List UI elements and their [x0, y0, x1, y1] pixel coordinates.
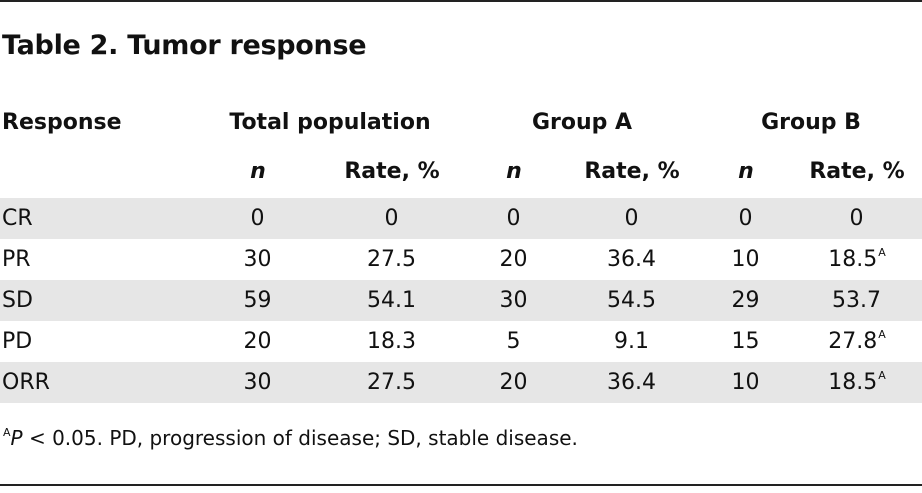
table-cell: 54.5	[564, 280, 700, 321]
table-cell: 27.5	[320, 362, 464, 403]
table-cell: 53.7	[792, 280, 922, 321]
table-cell: 36.4	[607, 246, 656, 272]
header-row-groups: Response Total population Group A Group …	[0, 100, 922, 146]
table-cell: 18.5A	[792, 362, 922, 403]
footnote-p-symbol: P	[10, 426, 23, 450]
table-cell: 30	[464, 280, 564, 321]
group-header-b: Group B	[761, 110, 861, 135]
table-cell: 20	[464, 362, 564, 403]
table-cell: 27.5	[367, 246, 416, 272]
table-title: Table 2. Tumor response	[2, 30, 367, 61]
table-row: PD 20 18.3 5 9.1 15 27.8A	[0, 321, 922, 362]
table-cell: 15	[731, 328, 760, 354]
table-cell: 27.8A	[828, 327, 886, 354]
column-header-rate: Rate, %	[809, 159, 905, 184]
table-cell: 18.3	[367, 328, 416, 354]
table-cell: 36.4	[564, 362, 700, 403]
footnote-marker: A	[3, 426, 11, 439]
table-cell: 59	[196, 280, 320, 321]
row-label: PD	[2, 328, 33, 354]
column-header-n: n	[738, 159, 754, 184]
table-cell: 20	[499, 246, 528, 272]
row-label: ORR	[0, 362, 196, 403]
table-cell: 30	[196, 362, 320, 403]
table-cell: 9.1	[614, 328, 649, 354]
column-header-empty	[0, 146, 196, 198]
header-row-subcolumns: n Rate, % n Rate, % n Rate, %	[0, 146, 922, 198]
table-cell: 0	[464, 198, 564, 239]
tumor-response-table: Response Total population Group A Group …	[0, 100, 922, 403]
table-cell: 5	[506, 328, 521, 354]
column-header-n: n	[250, 159, 266, 184]
table-row: CR 0 0 0 0 0 0	[0, 198, 922, 239]
table-cell: 0	[320, 198, 464, 239]
table-cell: 18.5A	[828, 245, 886, 272]
column-header-response: Response	[2, 110, 122, 135]
table-row: ORR 30 27.5 20 36.4 10 18.5A	[0, 362, 922, 403]
row-label: SD	[0, 280, 196, 321]
top-rule	[0, 0, 922, 2]
table-cell: 29	[700, 280, 792, 321]
table-cell: 0	[700, 198, 792, 239]
column-header-rate: Rate, %	[584, 159, 680, 184]
bottom-rule	[0, 484, 922, 486]
row-label: PR	[2, 246, 31, 272]
table-row: SD 59 54.1 30 54.5 29 53.7	[0, 280, 922, 321]
table-row: PR 30 27.5 20 36.4 10 18.5A	[0, 239, 922, 280]
table-footnote: AP < 0.05. PD, progression of disease; S…	[2, 426, 578, 450]
row-label: CR	[0, 198, 196, 239]
table-cell: 30	[243, 246, 272, 272]
column-header-rate: Rate, %	[344, 159, 440, 184]
table-cell: 0	[196, 198, 320, 239]
group-header-total: Total population	[229, 110, 431, 135]
table-cell: 54.1	[320, 280, 464, 321]
table-cell: 0	[564, 198, 700, 239]
table-cell: 20	[243, 328, 272, 354]
column-header-n: n	[506, 159, 522, 184]
group-header-a: Group A	[531, 110, 633, 135]
table-cell: 0	[792, 198, 922, 239]
footnote-text: < 0.05. PD, progression of disease; SD, …	[22, 426, 578, 450]
table-cell: 10	[700, 362, 792, 403]
table-cell: 10	[731, 246, 760, 272]
